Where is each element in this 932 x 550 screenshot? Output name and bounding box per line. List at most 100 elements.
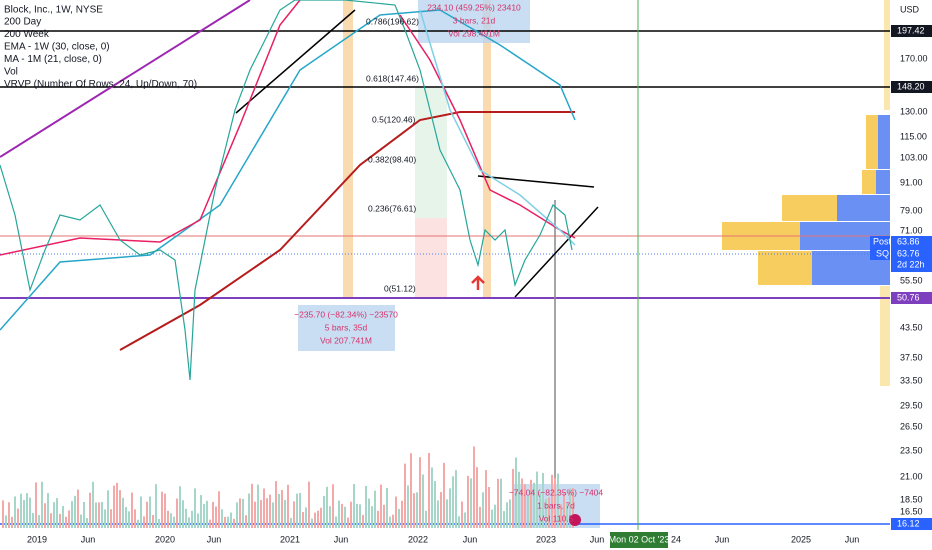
volume-bar [554, 478, 556, 528]
badge [891, 236, 932, 248]
volume-bar [359, 504, 361, 528]
volume-bar [260, 500, 262, 528]
badge [891, 81, 932, 93]
volume-bar [287, 484, 289, 528]
volume-bar [539, 492, 541, 528]
volume-bar [239, 498, 241, 528]
volume-bar [68, 510, 70, 528]
y-tick-label: 103.00 [900, 152, 928, 162]
fib-zone [415, 88, 447, 218]
y-tick-label: 18.50 [900, 494, 923, 504]
y-tick-label: 71.00 [900, 225, 923, 235]
volume-bar [419, 457, 421, 528]
volume-bar [407, 485, 409, 528]
volume-bar [491, 509, 493, 528]
currency: USD [900, 4, 920, 14]
y-tick-label: 55.50 [900, 275, 923, 285]
volume-bar [71, 501, 73, 528]
y-tick-label: 23.50 [900, 445, 923, 455]
volume-bar [509, 499, 511, 528]
volume-bar [284, 499, 286, 528]
volume-bar [401, 500, 403, 528]
volume-bar [308, 481, 310, 528]
fib-label: 0.786(196.62) [366, 16, 419, 26]
volume-bar [368, 498, 370, 528]
volume-bar [95, 502, 97, 528]
volume-bar [431, 467, 433, 528]
x-tick-label: 2025 [791, 534, 811, 544]
volume-bar [266, 498, 268, 528]
volume-bar [35, 482, 37, 528]
volume-bar [335, 516, 337, 528]
volume-bar [119, 490, 121, 528]
volume-bar [479, 506, 481, 528]
ma-200-day [119, 111, 575, 351]
legend-entry: 200 Day [4, 17, 41, 28]
volume-bar [50, 513, 52, 528]
volume-bar [389, 516, 391, 528]
volume-bar [176, 498, 178, 528]
volume-bar [158, 519, 160, 528]
volume-bar [23, 500, 25, 528]
volume-bars [2, 446, 574, 528]
volume-bar [353, 483, 355, 528]
y-tick-label: 130.00 [900, 106, 928, 116]
fib-zone [415, 218, 447, 298]
volume-bar [62, 505, 64, 528]
volume-bar [542, 472, 544, 528]
volume-bar [248, 493, 250, 528]
volume-bar [242, 498, 244, 528]
volume-bar [293, 501, 295, 528]
x-tick-label: Jun [590, 534, 605, 544]
volume-bar [98, 502, 100, 528]
volume-bar [374, 490, 376, 528]
volume-bar [449, 488, 451, 528]
x-tick-label: Jun [845, 534, 860, 544]
volume-bar [476, 467, 478, 528]
volume-bar [347, 517, 349, 528]
legend-entry: MA - 1M (21, close, 0) [4, 54, 102, 65]
badge-label: 16.12 [897, 518, 920, 528]
volume-bar [398, 508, 400, 528]
measure-label: 1 bars, 7d [537, 500, 575, 510]
y-tick-label: 26.50 [900, 421, 923, 431]
badge-label: 2d 22h [897, 259, 925, 269]
volume-bar [29, 497, 31, 528]
volume-bar [482, 492, 484, 528]
volume-bar [551, 474, 553, 528]
badge [870, 248, 890, 260]
measure-label: −74.04 (−82.35%) −7404 [509, 487, 604, 497]
badge [891, 25, 932, 37]
volume-bar [104, 509, 106, 528]
measure-label: Vol 207.741M [320, 335, 372, 345]
volume-bar [110, 509, 112, 528]
y-tick-label: 115.00 [900, 131, 927, 141]
volume-bar [362, 514, 364, 528]
time-axis [0, 530, 932, 550]
badge-label: SQ [876, 248, 889, 258]
y-tick-label: 91.00 [900, 177, 923, 187]
volume-bar [251, 483, 253, 528]
volume-bar [440, 492, 442, 528]
volume-bar [413, 493, 415, 528]
volume-bar [200, 495, 202, 528]
volume-bar [224, 516, 226, 528]
arrow-up [471, 275, 485, 290]
volume-bar [569, 488, 571, 528]
volume-bar [236, 502, 238, 528]
volume-bar [290, 517, 292, 528]
legend-entry: VRVP (Number Of Rows, 24, Up/Down, 70) [4, 79, 197, 90]
measure-label: 234.10 (459.25%) 23410 [427, 2, 521, 12]
volume-bar [494, 504, 496, 528]
legend-entry: 200 Week [4, 29, 50, 40]
volume-bar [209, 519, 211, 528]
volume-bar [488, 487, 490, 528]
volume-bar [380, 484, 382, 528]
volume-bar [428, 452, 430, 528]
volume-bar [443, 462, 445, 528]
volume-bar [128, 511, 130, 528]
volume-bar [275, 481, 277, 528]
volume-bar [377, 510, 379, 528]
volume-bar [461, 501, 463, 528]
volume-bar [323, 496, 325, 528]
